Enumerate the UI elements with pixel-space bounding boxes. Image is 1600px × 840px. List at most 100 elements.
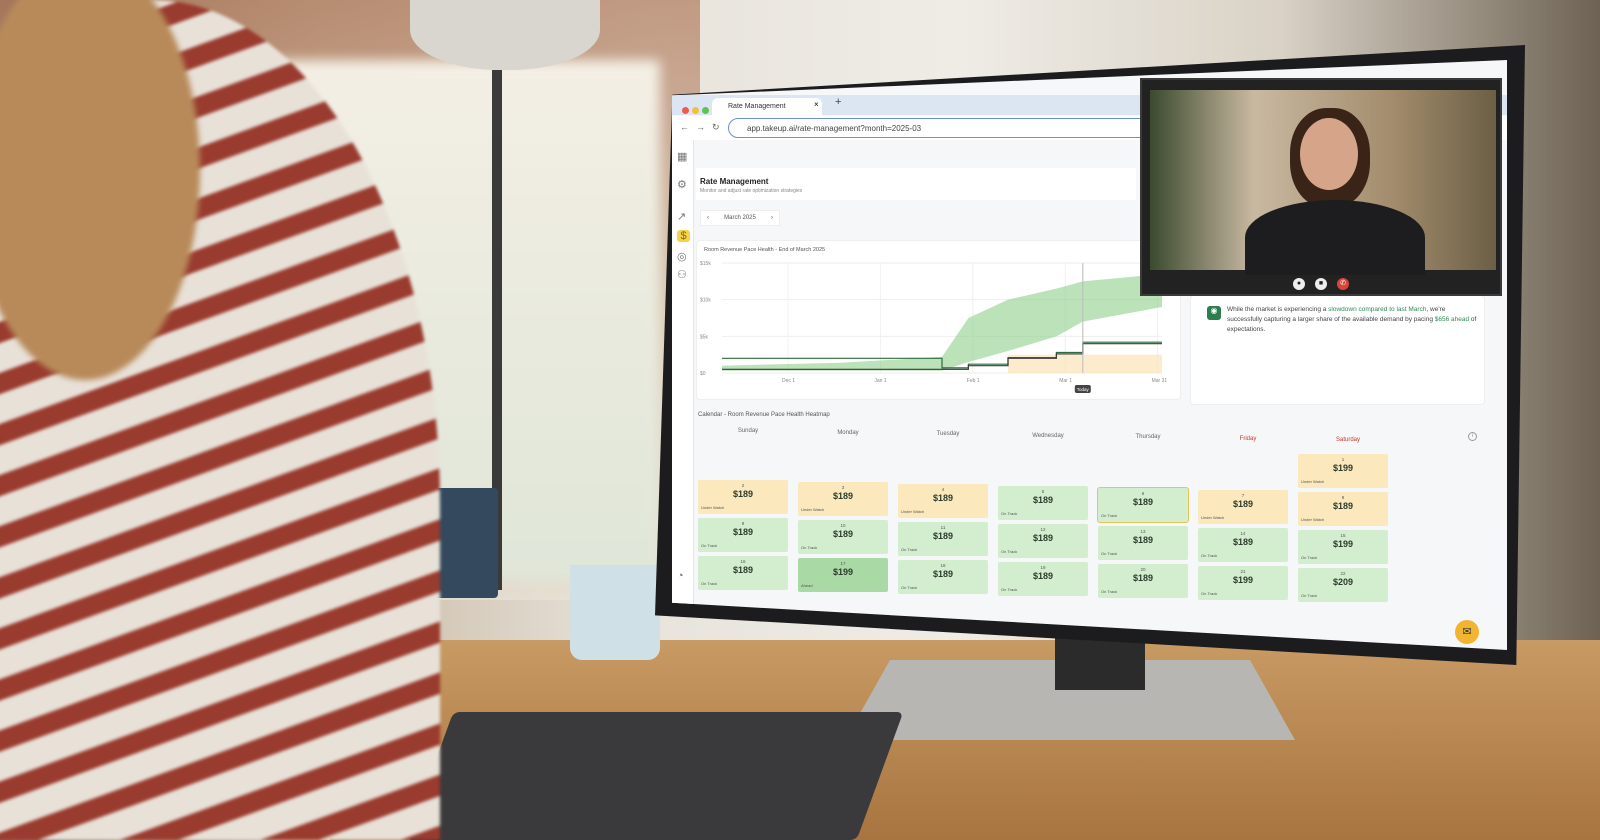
apps-grid-icon[interactable]: ▦ [677,151,688,163]
maximize-window-dot[interactable] [702,107,709,114]
day-number: 19 [1040,565,1046,570]
calendar-day-cell[interactable]: 3 $189 Under Watch [798,482,888,516]
minimize-window-dot[interactable] [692,107,699,114]
day-status: On Track [901,585,918,590]
calendar-day-cell[interactable]: 10 $189 On Track [798,520,888,554]
calendar-day-cell[interactable]: 15 $199 On Track [1298,530,1388,564]
calendar-day-cell[interactable]: 13 $189 On Track [1098,526,1188,560]
next-month-icon[interactable]: › [771,215,773,221]
day-rate: $189 [932,531,954,541]
gear-icon[interactable]: ⚙ [677,179,687,191]
chat-icon[interactable]: ✉ [1455,620,1479,644]
close-window-dot[interactable] [682,107,689,114]
day-number: 14 [1240,531,1246,536]
day-number: 12 [1040,527,1046,532]
calendar-day-cell[interactable]: 5 $189 On Track [998,486,1088,520]
mic-icon[interactable]: ● [1293,278,1305,290]
insight-text: While the market is experiencing a slowd… [1227,306,1477,333]
insight-card [1190,295,1485,405]
page-header [696,168,1136,200]
weekday-header: Wednesday [1032,432,1064,439]
calendar-day-cell[interactable]: 12 $189 On Track [998,524,1088,558]
day-status: On Track [1201,591,1218,596]
calendar-day-cell[interactable]: 8 $189 Under Watch [1298,492,1388,526]
day-status: On Track [1301,555,1318,560]
prev-month-icon[interactable]: ‹ [707,215,709,221]
day-number: 6 [1141,491,1145,496]
page-subtitle: Monitor and adjust rate optimization str… [700,188,803,194]
insight-icon: ◉ [1207,306,1221,320]
forecast-area [1008,354,1162,373]
day-status: On Track [701,543,718,548]
day-rate: $189 [832,529,854,539]
participant-face [1300,118,1358,190]
mug [570,565,660,660]
day-rate: $209 [1332,577,1354,587]
calendar-day-cell[interactable]: 21 $199 On Track [1198,566,1288,600]
day-status: On Track [1101,513,1118,518]
day-number: 3 [841,485,845,490]
pace-chart: $15k $10k $5k $0 Dec 1 Jan 1 Feb 1 Mar 1 Mar 31 T… [700,261,1168,393]
person-hair [0,0,200,380]
y-tick-label: $0 [700,371,706,377]
back-icon[interactable]: ← [680,122,689,132]
camera-icon[interactable]: ■ [1315,278,1327,290]
day-number: 16 [740,559,746,564]
day-rate: $189 [1332,501,1354,511]
info-icon[interactable]: i [1468,432,1477,441]
calendar-day-cell[interactable]: 20 $189 On Track [1098,564,1188,598]
video-call-window[interactable]: ● ■ ✆ [1140,78,1502,296]
end-call-icon[interactable]: ✆ [1337,278,1349,290]
day-number: 7 [1241,493,1245,498]
y-tick-label: $5k [700,334,709,340]
calendar-day-cell[interactable]: 19 $189 On Track [998,562,1088,596]
calendar-day-cell[interactable]: 17 $199 Ahead [798,558,888,592]
page-title: Rate Management [700,177,769,186]
trend-icon[interactable]: ↗ [677,211,687,223]
day-number: 1 [1341,457,1345,462]
x-tick-label: Mar 31 [1152,378,1168,384]
calendar-day-cell[interactable]: 7 $189 Under Watch [1198,490,1288,524]
calendar-day-cell[interactable]: 14 $189 On Track [1198,528,1288,562]
new-tab-icon[interactable]: + [835,96,842,108]
day-status: On Track [1001,549,1018,554]
day-status: Under Watch [701,505,725,510]
profile-icon[interactable]: ◔ [677,570,684,582]
users-icon[interactable]: ⚇ [677,269,687,281]
calendar-day-cell[interactable]: 16 $189 On Track [698,556,788,590]
calendar-day-cell[interactable]: 2 $189 Under Watch [698,480,788,514]
reload-icon[interactable]: ↻ [712,122,720,132]
day-status: Under Watch [801,507,825,512]
keyboard [406,712,904,840]
month-picker[interactable]: ‹ March 2025 › [700,210,780,226]
participant-body [1245,200,1425,275]
day-status: On Track [801,545,818,550]
day-status: On Track [1301,593,1318,598]
browser-tab[interactable]: Rate Management [712,98,822,116]
sidebar: ▦ ⚙ ↗ $ ◎ ⚇ ◔ [672,140,694,650]
calendar-day-cell[interactable]: 4 $189 Under Watch [898,484,988,518]
dollar-icon[interactable]: $ [677,230,690,242]
shield-icon[interactable]: ◎ [677,251,687,263]
day-rate: $189 [832,491,854,501]
x-tick-label: Jan 1 [874,378,886,384]
forward-icon[interactable]: → [696,122,705,132]
day-rate: $189 [1032,533,1054,543]
desk-lamp [410,0,600,70]
tab-close-icon[interactable]: × [814,100,819,109]
video-feed [1150,90,1496,275]
calendar-day-cell[interactable]: 11 $189 On Track [898,522,988,556]
calendar-day-cell[interactable]: 6 $189 On Track [1097,487,1189,523]
month-label: March 2025 [724,215,756,221]
day-rate: $189 [1032,571,1054,581]
day-status: On Track [1101,551,1118,556]
calendar-day-cell[interactable]: 9 $189 On Track [698,518,788,552]
weekday-header: Saturday [1335,437,1360,443]
calendar-day-cell[interactable]: 18 $189 On Track [898,560,988,594]
day-status: On Track [701,581,718,586]
calendar-day-cell[interactable]: 22 $209 On Track [1298,568,1388,602]
calendar-day-cell[interactable]: 1 $199 Under Watch [1298,454,1388,488]
day-rate: $199 [832,567,854,577]
weekday-header: Tuesday [936,431,960,437]
today-badge [1074,385,1091,393]
